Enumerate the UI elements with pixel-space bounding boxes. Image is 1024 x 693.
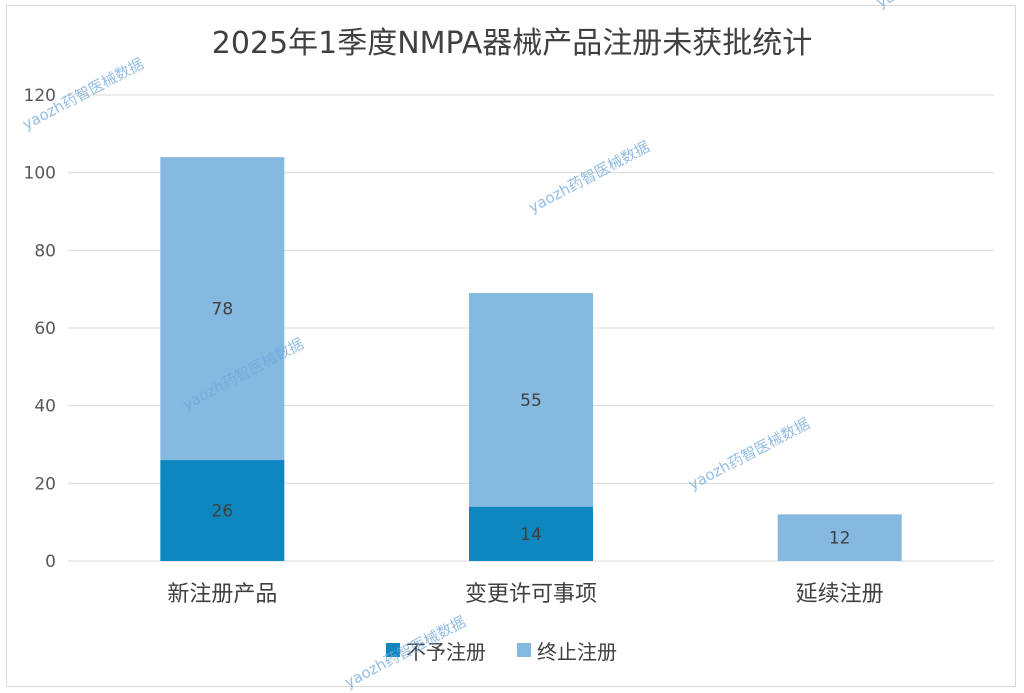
y-tick-label: 20 (34, 474, 56, 494)
legend-label: 不予注册 (406, 640, 486, 664)
data-label: 78 (212, 300, 234, 320)
x-category-label: 变更许可事项 (465, 582, 597, 607)
legend-label: 终止注册 (537, 640, 617, 664)
y-tick-label: 40 (34, 397, 56, 417)
bars: 26 78 14 55 12 (160, 157, 902, 561)
y-tick-label: 80 (34, 241, 56, 261)
bar-1-1 (469, 293, 593, 507)
bar-0-0 (160, 460, 285, 561)
y-tick-label: 120 (24, 86, 56, 106)
y-tick-label: 0 (45, 552, 56, 572)
data-label: 14 (520, 525, 542, 545)
bar-2-1 (777, 514, 902, 561)
chart-title: 2025年1季度NMPA器械产品注册未获批统计 (212, 26, 812, 61)
data-label: 55 (520, 391, 542, 411)
y-tick-label: 60 (34, 319, 56, 339)
x-axis-categories: 新注册产品 变更许可事项 延续注册 (167, 582, 883, 607)
data-label: 26 (212, 502, 234, 522)
legend-swatch-0 (386, 643, 400, 657)
y-tick-label: 100 (24, 164, 56, 184)
watermark-text: yaozh药智医械数据 (685, 414, 812, 493)
data-label: 12 (829, 529, 851, 549)
watermark-text: yaozh药智医械数据 (873, 0, 1000, 12)
bar-1-0 (469, 506, 593, 561)
x-category-label: 延续注册 (796, 582, 884, 607)
watermark-text: yaozh药智医械数据 (525, 137, 652, 216)
legend: 不予注册 终止注册 (386, 640, 617, 664)
y-axis-ticks: 0 20 40 60 80 100 120 (24, 86, 56, 572)
legend-swatch-1 (517, 643, 531, 657)
x-category-label: 新注册产品 (167, 582, 277, 607)
bar-0-1 (160, 157, 285, 461)
